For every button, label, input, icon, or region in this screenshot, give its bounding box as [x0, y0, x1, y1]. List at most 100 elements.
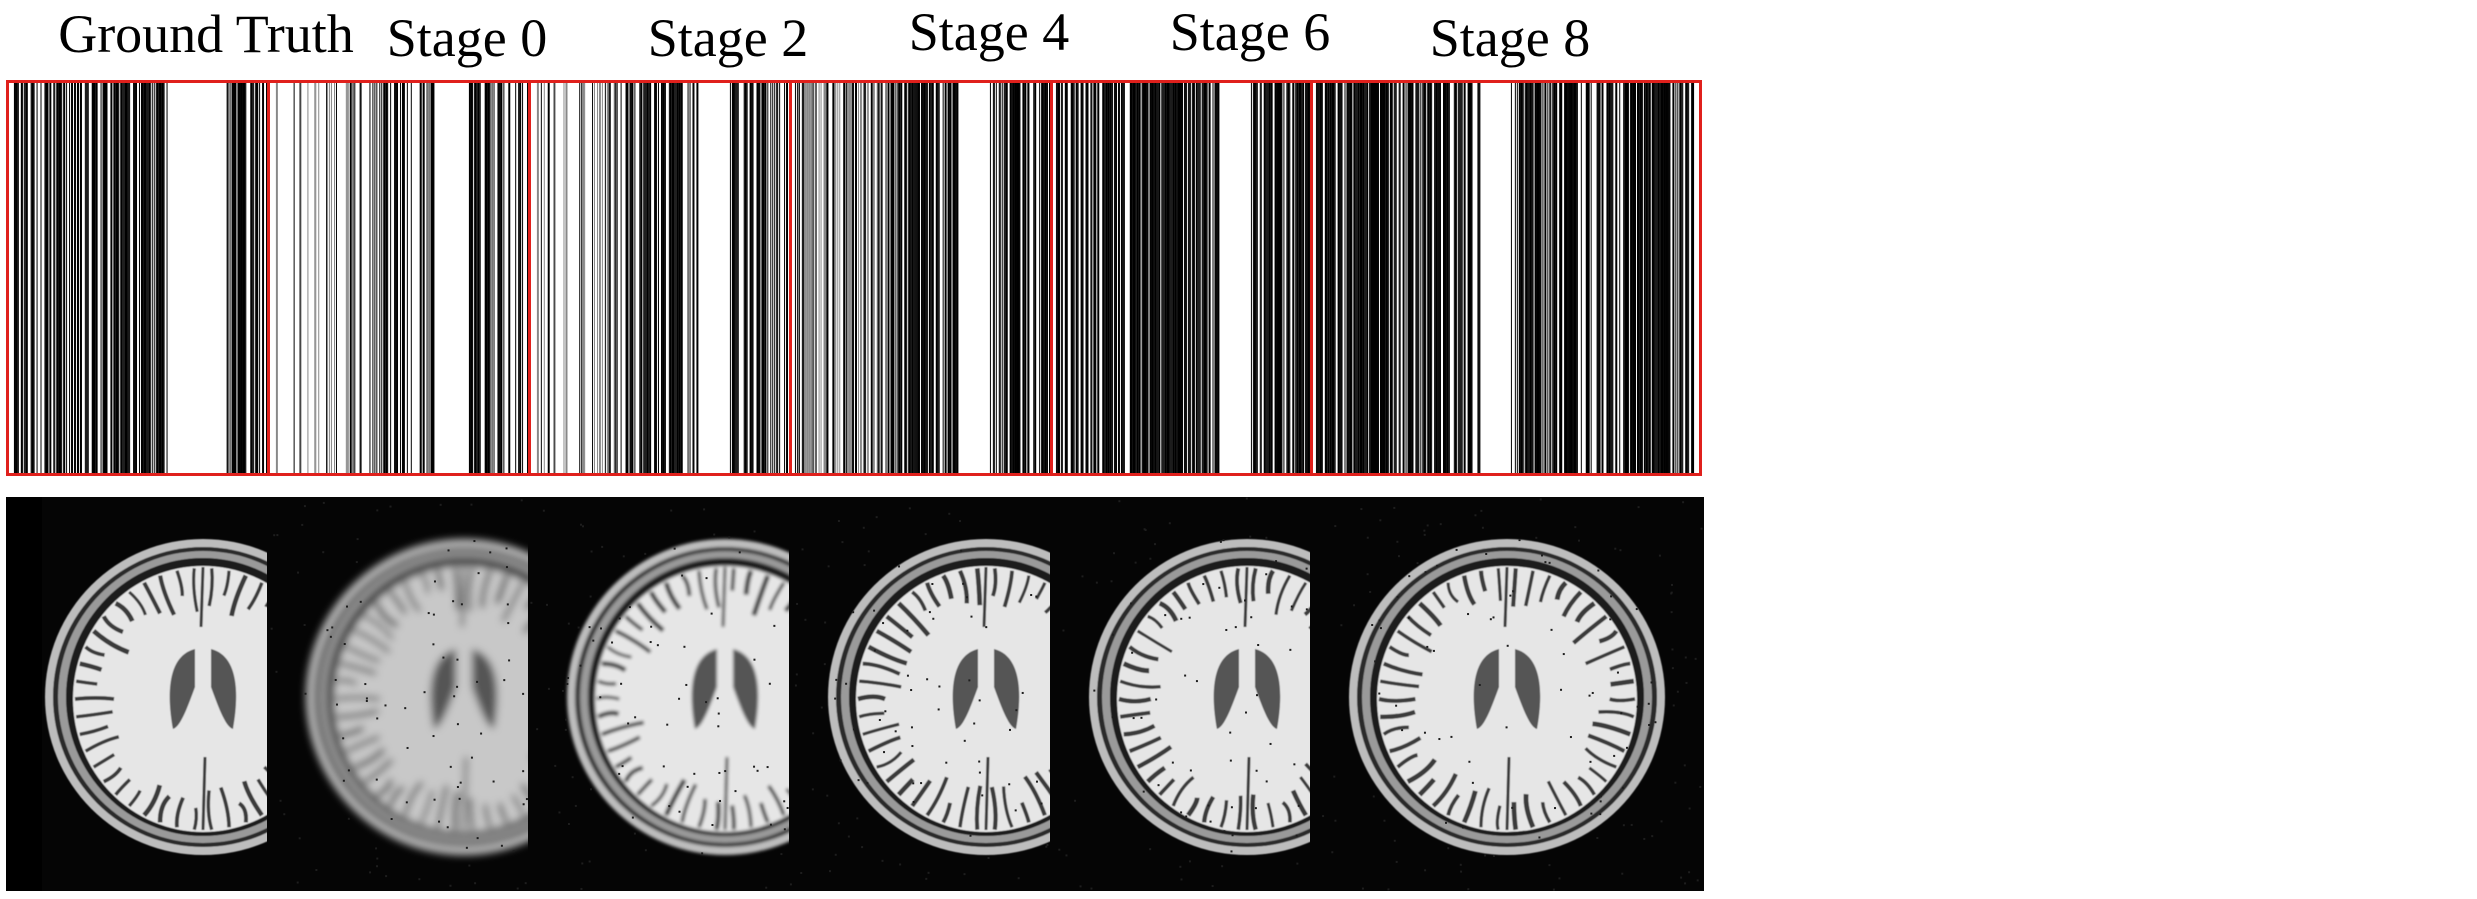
mask-line: [938, 83, 940, 473]
mask-line: [527, 83, 528, 473]
mask-line: [832, 83, 835, 473]
mask-line: [1640, 83, 1642, 473]
mask-line: [921, 83, 923, 473]
mask-line: [162, 83, 164, 473]
mask-line: [153, 83, 155, 473]
mask-line: [1623, 83, 1625, 473]
mask-line: [1296, 83, 1299, 473]
figure-column: Stage 8: [1310, 0, 1710, 899]
mask-line: [133, 83, 135, 473]
mask-line: [1597, 83, 1599, 473]
mask-line: [1206, 83, 1208, 473]
mask-line: [1156, 83, 1158, 473]
mask-line: [1398, 83, 1400, 473]
mask-line: [1043, 83, 1045, 473]
mask-line: [1201, 83, 1203, 473]
mask-line: [1135, 83, 1137, 473]
mask-line: [1634, 83, 1636, 473]
mask-line: [1184, 83, 1186, 473]
mask-line: [536, 83, 539, 473]
mask-line: [1116, 83, 1118, 473]
mask-line: [144, 83, 147, 473]
mask-line: [1090, 83, 1092, 473]
mask-line: [885, 83, 887, 473]
mask-line: [736, 83, 738, 473]
mask-line: [1610, 83, 1612, 473]
mask-line: [508, 83, 511, 473]
mask-line: [1287, 83, 1290, 473]
mask-line: [100, 83, 102, 473]
mask-line: [1295, 83, 1297, 473]
mask-line: [20, 83, 23, 473]
mask-line: [767, 83, 769, 473]
mask-line: [503, 83, 505, 473]
mask-line: [1307, 83, 1310, 473]
mask-line: [426, 83, 428, 473]
mask-line: [1081, 83, 1083, 473]
mask-line: [64, 83, 66, 473]
mask-line: [1144, 83, 1147, 473]
mask-line: [61, 83, 63, 473]
mask-line: [87, 83, 89, 473]
mask-line: [1637, 83, 1639, 473]
mask-line: [1017, 83, 1020, 473]
mask-line: [672, 83, 675, 473]
mask-line: [1422, 83, 1424, 473]
mask-line: [826, 83, 829, 473]
mask-line: [146, 83, 148, 473]
mask-line: [583, 83, 585, 473]
mask-line: [1071, 83, 1074, 473]
mask-line: [469, 83, 471, 473]
mask-line: [798, 83, 800, 473]
mask-line: [926, 83, 928, 473]
mask-line: [1656, 83, 1658, 473]
mask-line: [918, 83, 920, 473]
mask-line: [989, 83, 991, 473]
mask-line: [750, 83, 752, 473]
mask-line: [1412, 83, 1414, 473]
mask-line: [947, 83, 950, 473]
mask-line: [1377, 83, 1379, 473]
mask-line: [116, 83, 119, 473]
mask-line: [553, 83, 555, 473]
mask-line: [762, 83, 765, 473]
mask-line: [1137, 83, 1139, 473]
mask-line: [1047, 83, 1049, 473]
mask-line: [1381, 83, 1383, 473]
mask-line: [1169, 83, 1171, 473]
mask-line: [1316, 83, 1318, 473]
mask-line: [1570, 83, 1573, 473]
mask-line: [846, 83, 848, 473]
mask-line: [1677, 83, 1679, 473]
mask-line: [1006, 83, 1008, 473]
mask-line: [1260, 83, 1262, 473]
mask-line: [937, 83, 939, 473]
column-title: Stage 0: [386, 8, 548, 68]
mask-line: [1367, 83, 1369, 473]
mask-line: [335, 83, 337, 473]
mask-line: [1375, 83, 1378, 473]
mask-line: [1107, 83, 1110, 473]
mask-line: [24, 83, 26, 473]
mask-line: [14, 83, 16, 473]
mask-line: [863, 83, 865, 473]
mask-line: [1267, 83, 1269, 473]
mask-line: [820, 83, 822, 473]
mask-line: [660, 83, 663, 473]
mask-line: [1115, 83, 1117, 473]
mask-line: [640, 83, 643, 473]
mask-line: [1317, 83, 1319, 473]
mask-line: [349, 83, 352, 473]
mask-line: [1585, 83, 1588, 473]
mask-line: [641, 83, 643, 473]
mask-line: [1134, 83, 1136, 473]
mask-line: [1383, 83, 1386, 473]
mask-line: [1147, 83, 1149, 473]
mask-line: [1540, 83, 1542, 473]
mask-line: [834, 83, 836, 473]
mask-line: [1415, 83, 1417, 473]
mask-line: [1350, 83, 1352, 473]
mask-line: [1554, 83, 1556, 473]
mask-line: [1022, 83, 1025, 473]
mask-line: [376, 83, 378, 473]
